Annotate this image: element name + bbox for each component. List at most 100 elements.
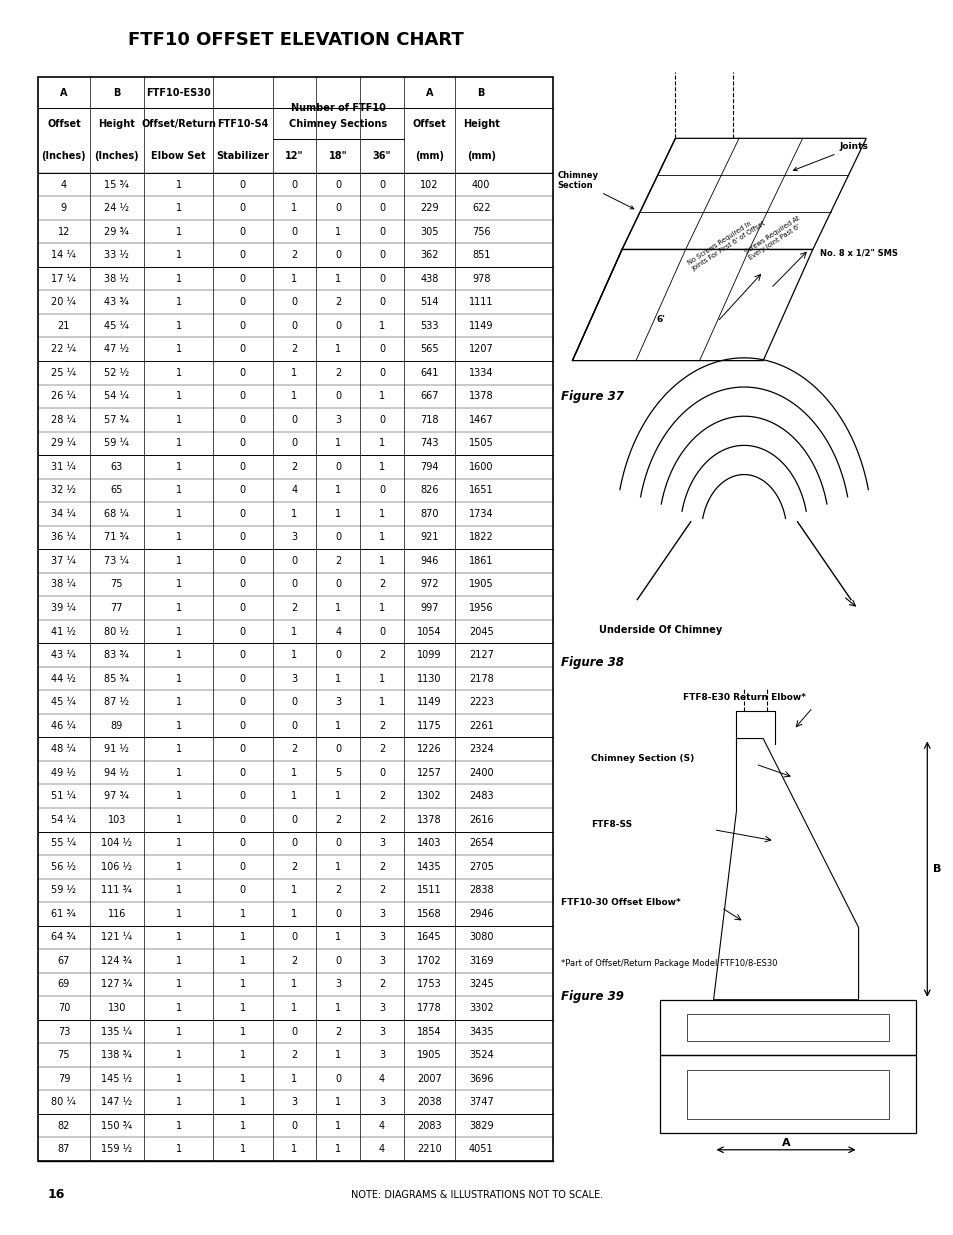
- Text: Offset: Offset: [413, 119, 446, 128]
- Text: 1: 1: [175, 979, 181, 989]
- Text: 1130: 1130: [417, 673, 441, 684]
- Text: 0: 0: [291, 1026, 297, 1036]
- Text: 1: 1: [239, 909, 246, 919]
- Text: 4: 4: [378, 1120, 385, 1130]
- Text: 0: 0: [378, 626, 385, 636]
- Text: 1: 1: [291, 391, 297, 401]
- Text: 0: 0: [378, 368, 385, 378]
- Text: 63: 63: [111, 462, 123, 472]
- Text: 1: 1: [378, 556, 385, 566]
- Text: 54 ¼: 54 ¼: [51, 815, 76, 825]
- Text: 3: 3: [378, 1050, 385, 1060]
- Text: 0: 0: [335, 1073, 341, 1083]
- Text: 1: 1: [378, 697, 385, 708]
- Text: 24 ½: 24 ½: [104, 203, 129, 214]
- Text: 1: 1: [291, 979, 297, 989]
- Text: 73: 73: [58, 1026, 70, 1036]
- Text: 0: 0: [239, 745, 246, 755]
- Text: 921: 921: [420, 532, 438, 542]
- Text: 21: 21: [58, 321, 70, 331]
- Text: FTF10-ES30: FTF10-ES30: [146, 88, 211, 98]
- Text: 1: 1: [175, 298, 181, 308]
- Text: 51 ¼: 51 ¼: [51, 792, 76, 802]
- Text: 83 ¾: 83 ¾: [104, 650, 129, 659]
- Text: 3080: 3080: [469, 932, 493, 942]
- Text: 2: 2: [378, 862, 385, 872]
- Text: 1: 1: [291, 792, 297, 802]
- Text: 3: 3: [378, 932, 385, 942]
- Text: 0: 0: [239, 251, 246, 261]
- Text: 44 ½: 44 ½: [51, 673, 76, 684]
- Text: 0: 0: [378, 226, 385, 237]
- Text: 1: 1: [378, 462, 385, 472]
- Text: 2: 2: [291, 603, 297, 613]
- Text: 1: 1: [335, 1144, 341, 1155]
- Text: 1: 1: [175, 251, 181, 261]
- Text: 997: 997: [420, 603, 438, 613]
- Text: 1: 1: [175, 321, 181, 331]
- Text: 565: 565: [420, 345, 438, 354]
- Text: 229: 229: [420, 203, 438, 214]
- Text: 69: 69: [58, 979, 70, 989]
- Text: 1334: 1334: [469, 368, 493, 378]
- Text: 1: 1: [175, 1073, 181, 1083]
- Text: 0: 0: [239, 579, 246, 589]
- Text: 0: 0: [378, 485, 385, 495]
- Text: 2: 2: [335, 298, 341, 308]
- Text: 1778: 1778: [416, 1003, 441, 1013]
- Text: 1: 1: [175, 345, 181, 354]
- Text: 1: 1: [291, 650, 297, 659]
- Text: 1: 1: [175, 203, 181, 214]
- Text: 3: 3: [378, 956, 385, 966]
- Text: Underside Of Chimney: Underside Of Chimney: [598, 625, 721, 635]
- Text: 0: 0: [291, 415, 297, 425]
- Text: 14 ¼: 14 ¼: [51, 251, 76, 261]
- Text: 68 ¼: 68 ¼: [104, 509, 129, 519]
- Text: 1861: 1861: [469, 556, 493, 566]
- Text: 0: 0: [239, 650, 246, 659]
- Text: 1: 1: [175, 792, 181, 802]
- Text: 5: 5: [335, 768, 341, 778]
- Text: 1: 1: [175, 697, 181, 708]
- Text: 2: 2: [335, 556, 341, 566]
- Text: 48 ¼: 48 ¼: [51, 745, 76, 755]
- Text: 135 ¼: 135 ¼: [101, 1026, 132, 1036]
- Text: 2: 2: [335, 885, 341, 895]
- Text: 1: 1: [175, 226, 181, 237]
- Text: 1: 1: [291, 626, 297, 636]
- Text: 1511: 1511: [416, 885, 441, 895]
- Text: 15 ¾: 15 ¾: [104, 179, 129, 189]
- Text: Offset: Offset: [47, 119, 81, 128]
- Text: B: B: [477, 88, 484, 98]
- Text: Elbow Set: Elbow Set: [152, 151, 206, 161]
- Text: 59 ¼: 59 ¼: [104, 438, 129, 448]
- Text: 80 ½: 80 ½: [104, 626, 129, 636]
- Text: 1505: 1505: [468, 438, 493, 448]
- Text: FTF8-E30 Return Elbow*: FTF8-E30 Return Elbow*: [682, 693, 804, 701]
- Text: 2007: 2007: [416, 1073, 441, 1083]
- Text: 3696: 3696: [469, 1073, 493, 1083]
- Text: 147 ½: 147 ½: [101, 1097, 132, 1107]
- Text: 1: 1: [175, 179, 181, 189]
- Text: 28 ¼: 28 ¼: [51, 415, 76, 425]
- Text: 0: 0: [239, 345, 246, 354]
- Text: 71 ¾: 71 ¾: [104, 532, 129, 542]
- Text: 1: 1: [378, 391, 385, 401]
- Text: 0: 0: [291, 438, 297, 448]
- Text: 0: 0: [239, 485, 246, 495]
- Text: 1: 1: [335, 1097, 341, 1107]
- Text: 17 ¼: 17 ¼: [51, 274, 76, 284]
- Text: 1: 1: [239, 1050, 246, 1060]
- Text: 1: 1: [335, 345, 341, 354]
- Text: 0: 0: [239, 673, 246, 684]
- Text: 106 ½: 106 ½: [101, 862, 132, 872]
- Text: 0: 0: [291, 556, 297, 566]
- Text: 794: 794: [420, 462, 438, 472]
- Text: 0: 0: [291, 697, 297, 708]
- Text: 4: 4: [61, 179, 67, 189]
- Text: 2705: 2705: [468, 862, 493, 872]
- Text: 38 ½: 38 ½: [104, 274, 129, 284]
- Text: 3: 3: [335, 415, 341, 425]
- Text: 1: 1: [239, 1097, 246, 1107]
- Text: 0: 0: [378, 768, 385, 778]
